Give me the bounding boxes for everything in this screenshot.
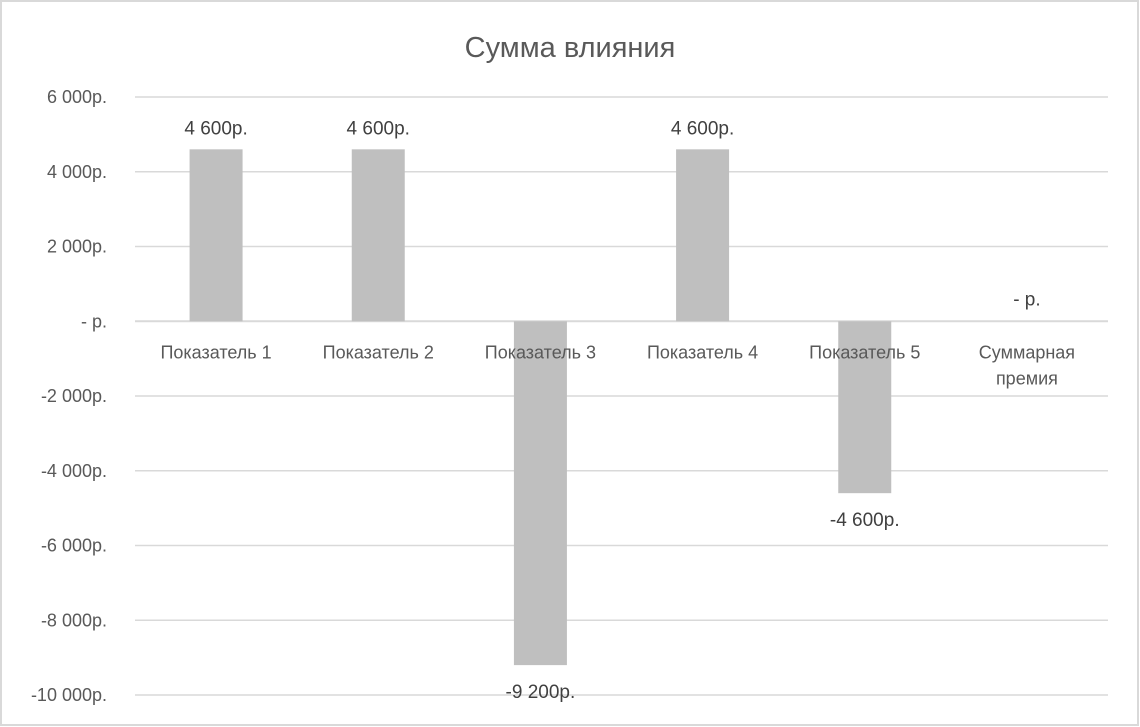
category-label: Суммарная премия xyxy=(979,342,1075,388)
data-label: -4 600р. xyxy=(830,510,900,531)
y-tick-label: -10 000р. xyxy=(31,685,107,705)
data-label: 4 600р. xyxy=(671,118,734,139)
category-label: Показатель 1 xyxy=(160,342,271,362)
data-labels: 4 600р. 4 600р. -9 200р. 4 600р. -4 600р. - р… xyxy=(184,118,1040,703)
y-tick-label: 4 000р. xyxy=(47,162,107,182)
y-tick-label: -8 000р. xyxy=(41,610,107,630)
y-tick-label: -2 000р. xyxy=(41,386,107,406)
bar-3 xyxy=(513,321,567,666)
bar-2 xyxy=(351,149,405,322)
category-label: Показатель 4 xyxy=(647,342,758,362)
data-label: 4 600р. xyxy=(184,118,247,139)
category-label: Показатель 3 xyxy=(485,342,596,362)
y-tick-label: 2 000р. xyxy=(47,237,107,257)
bars xyxy=(189,149,892,666)
data-label: -9 200р. xyxy=(506,682,576,703)
y-tick-label: - р. xyxy=(81,311,107,331)
bar-5 xyxy=(838,321,892,494)
bar-1 xyxy=(189,149,243,322)
y-tick-label: -4 000р. xyxy=(41,461,107,481)
bar-4 xyxy=(676,149,730,322)
gridlines xyxy=(135,96,1108,696)
data-label: - р. xyxy=(1013,289,1040,310)
category-labels: Показатель 1 Показатель 2 Показатель 3 Пока… xyxy=(160,342,1075,388)
data-label: 4 600р. xyxy=(347,118,410,139)
y-axis-ticks: 6 000р. 4 000р. 2 000р. - р. -2 000р. -4 000р… xyxy=(31,87,107,705)
chart-title: Сумма влияния xyxy=(465,32,676,64)
category-label: Показатель 5 xyxy=(809,342,920,362)
y-tick-label: -6 000р. xyxy=(41,536,107,556)
y-tick-label: 6 000р. xyxy=(47,87,107,107)
category-label: Показатель 2 xyxy=(323,342,434,362)
